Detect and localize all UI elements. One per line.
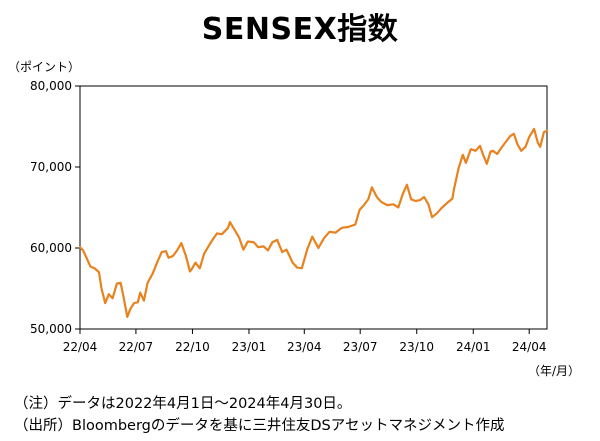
y-axis-unit-label: （ポイント） <box>8 60 81 74</box>
chart-title: SENSEX指数 <box>201 12 399 47</box>
x-tick-label: 24/04 <box>512 340 547 354</box>
y-tick-label: 80,000 <box>30 79 72 93</box>
x-tick-label: 23/01 <box>232 340 267 354</box>
x-axis: 22/04 22/07 22/10 23/01 23/04 23/07 23/10 24/01… <box>63 329 547 354</box>
x-tick-label: 23/10 <box>399 340 434 354</box>
y-axis: 50,000 60,000 70,000 80,000 <box>30 79 80 336</box>
plot-frame <box>79 85 548 330</box>
y-tick-label: 70,000 <box>30 160 72 174</box>
y-tick-label: 50,000 <box>30 322 72 336</box>
x-tick-label: 23/07 <box>343 340 378 354</box>
footnote-source: （出所）Bloombergのデータを基に三井住友DSアセットマネジメント作成 <box>14 418 505 434</box>
x-tick-label: 22/04 <box>63 340 98 354</box>
x-tick-label: 23/04 <box>287 340 322 354</box>
x-tick-label: 22/10 <box>175 340 210 354</box>
y-tick-label: 60,000 <box>30 241 72 255</box>
footnote-period: （注）データは2022年4月1日～2024年4月30日。 <box>14 396 352 412</box>
x-tick-label: 24/01 <box>456 340 491 354</box>
x-tick-label: 22/07 <box>119 340 154 354</box>
sensex-series-line <box>78 127 549 318</box>
x-axis-unit-label: （年/月） <box>527 364 580 378</box>
